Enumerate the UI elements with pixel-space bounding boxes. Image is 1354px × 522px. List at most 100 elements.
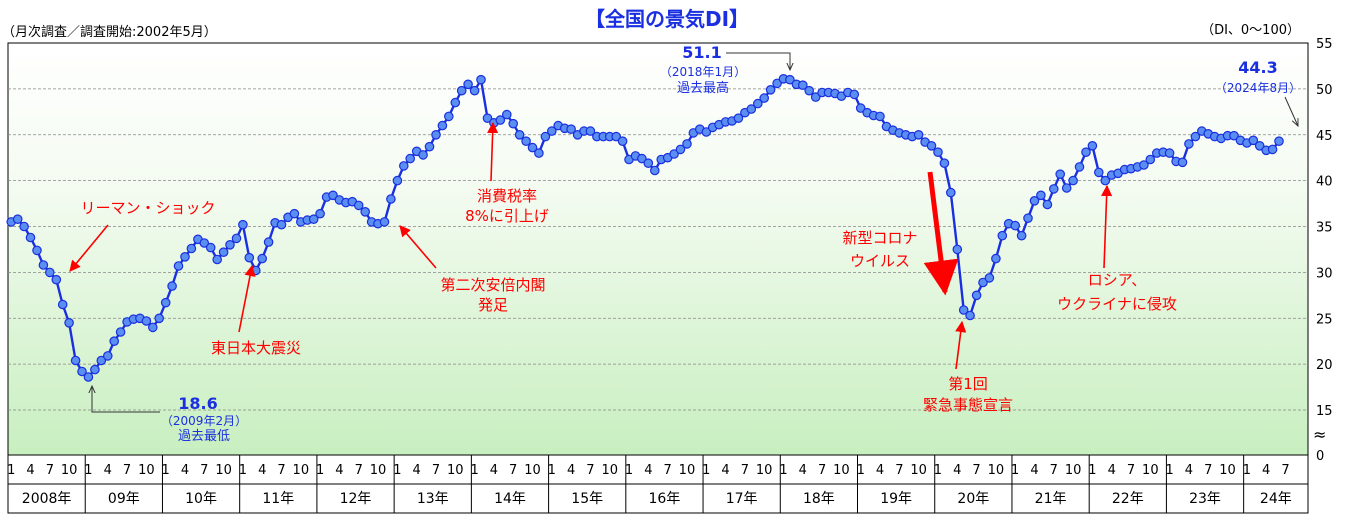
- month-tick-label: 4: [258, 463, 266, 478]
- data-point: [669, 149, 679, 159]
- data-point: [289, 208, 300, 219]
- data-point: [701, 127, 712, 137]
- data-point: [926, 141, 937, 151]
- month-tick-label: 1: [1165, 463, 1173, 478]
- data-point: [1254, 141, 1265, 151]
- year-label: 21年: [1035, 491, 1067, 507]
- data-point: [115, 327, 126, 337]
- data-point: [1184, 139, 1194, 149]
- year-label: 17年: [726, 491, 758, 507]
- month-tick-label: 1: [84, 463, 92, 478]
- month-tick-label: 4: [104, 463, 112, 478]
- month-tick-label: 1: [1243, 463, 1251, 478]
- y-tick-label: 0: [1316, 449, 1324, 464]
- month-tick-label: 1: [1088, 463, 1096, 478]
- data-point: [44, 267, 55, 278]
- data-point: [251, 265, 261, 276]
- data-point: [991, 253, 1001, 264]
- annotation-russia-arrow: [1101, 184, 1113, 269]
- month-tick-label: 1: [1011, 463, 1019, 478]
- data-point: [90, 364, 100, 375]
- data-point: [1061, 183, 1072, 193]
- data-point: [1267, 144, 1278, 155]
- month-tick-label: 1: [702, 463, 710, 478]
- axis-break-symbol: ≈: [1313, 425, 1326, 444]
- data-point: [585, 126, 596, 136]
- data-point: [276, 219, 287, 230]
- month-tick-label: 4: [1030, 463, 1038, 478]
- data-point: [1068, 175, 1078, 186]
- data-point: [244, 252, 255, 263]
- data-point: [225, 240, 235, 250]
- month-tick-label: 7: [895, 463, 903, 478]
- low-label: 過去最低: [178, 429, 230, 444]
- data-point: [308, 214, 319, 224]
- data-point: [437, 120, 448, 131]
- data-point: [386, 194, 396, 204]
- data-point: [218, 247, 229, 257]
- high-date: （2018年1月）: [660, 65, 746, 79]
- month-tick-label: 4: [644, 463, 652, 478]
- month-tick-label: 10: [370, 463, 387, 478]
- annotation-russia-2: ウクライナに侵攻: [1057, 295, 1177, 313]
- data-point: [617, 136, 628, 146]
- month-tick-label: 1: [934, 463, 942, 478]
- data-point: [810, 92, 821, 102]
- data-point: [952, 244, 963, 255]
- month-tick-label: 1: [857, 463, 865, 478]
- data-point: [508, 118, 518, 129]
- annotation-emergency-2: 緊急事態宣言: [923, 396, 1013, 414]
- y-tick-label: 15: [1316, 404, 1333, 419]
- year-label: 22年: [1112, 491, 1144, 507]
- annotation-earthquake-arrow: [238, 264, 256, 333]
- data-point: [463, 79, 473, 90]
- data-point: [611, 131, 621, 142]
- y-axis-ticks: 0 15 20 25 30 35 40 45 50 55: [1316, 37, 1333, 464]
- month-tick-label: 4: [335, 463, 343, 478]
- data-point: [19, 221, 29, 232]
- data-point: [849, 89, 860, 100]
- month-tick-label: 10: [1065, 463, 1082, 478]
- data-point: [180, 251, 190, 262]
- data-point: [405, 153, 415, 164]
- month-tick-label: 10: [910, 463, 927, 478]
- data-point: [759, 93, 769, 103]
- month-tick-label: 7: [1281, 463, 1289, 478]
- data-point: [752, 98, 763, 109]
- month-tick-label: 10: [1219, 463, 1236, 478]
- data-point: [160, 297, 171, 308]
- annotation-covid-1: 新型コロナ: [842, 229, 917, 247]
- month-tick-label: 4: [490, 463, 498, 478]
- survey-note: （月次調査／調査開始:2002年5月）: [2, 24, 217, 40]
- year-label: 23年: [1189, 491, 1221, 507]
- high-value: 51.1: [682, 43, 721, 62]
- data-point: [205, 242, 216, 253]
- month-tick-label: 4: [1185, 463, 1193, 478]
- data-point: [875, 111, 885, 122]
- data-point: [167, 281, 177, 291]
- month-tick-label: 1: [316, 463, 324, 478]
- month-tick-label: 10: [679, 463, 696, 478]
- data-point: [51, 274, 62, 285]
- data-point: [1042, 199, 1053, 210]
- data-point: [103, 351, 113, 361]
- y-tick-label: 45: [1316, 129, 1333, 144]
- month-tick-label: 4: [413, 463, 421, 478]
- data-point: [997, 230, 1008, 241]
- data-point: [746, 104, 757, 114]
- month-tick-label: 10: [524, 463, 541, 478]
- month-tick-label: 7: [741, 463, 749, 478]
- month-tick-label: 7: [355, 463, 363, 478]
- month-tick-label: 1: [7, 463, 15, 478]
- month-tick-label: 4: [876, 463, 884, 478]
- data-point: [527, 142, 538, 153]
- data-point: [785, 74, 795, 85]
- data-point: [1177, 157, 1188, 168]
- month-tick-label: 4: [26, 463, 34, 478]
- month-tick-label: 4: [1262, 463, 1270, 478]
- data-point: [450, 97, 461, 108]
- data-point: [1190, 131, 1201, 142]
- year-label: 18年: [803, 491, 835, 507]
- data-point: [1049, 184, 1059, 194]
- y-tick-label: 40: [1316, 175, 1333, 190]
